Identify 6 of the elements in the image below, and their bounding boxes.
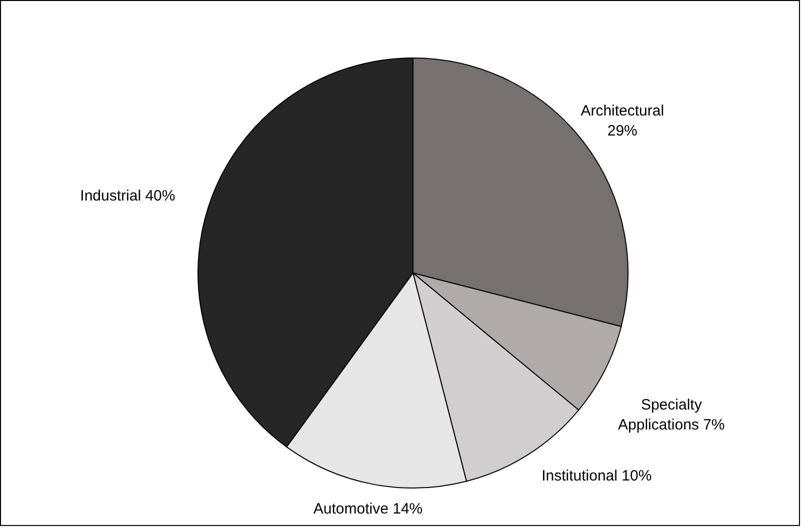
data-label: 29% [607, 122, 638, 140]
slice-label: Automotive 14% [313, 500, 423, 518]
slice-label: Architectural [580, 102, 664, 120]
slice-label: Specialty Applications 7% [618, 396, 725, 434]
slice-label: Institutional 10% [542, 468, 652, 485]
slice-label: Industrial 40% [80, 188, 176, 205]
